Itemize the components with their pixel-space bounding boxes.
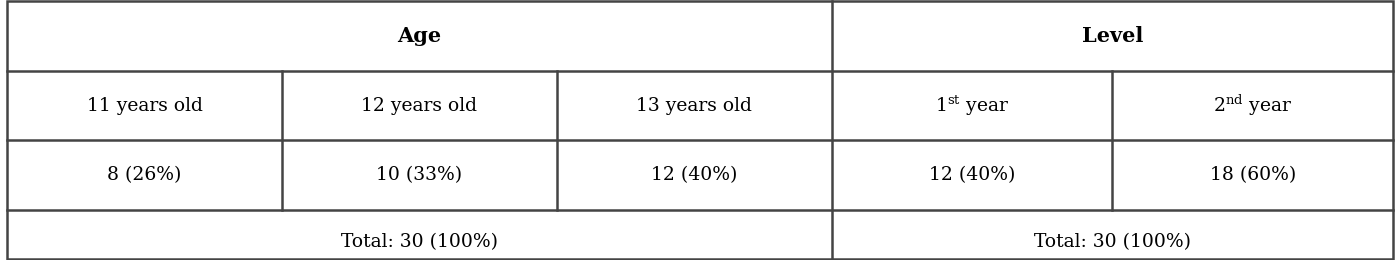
Text: 12 (40%): 12 (40%) [651,166,738,184]
Text: Age: Age [398,26,441,46]
Text: 10 (33%): 10 (33%) [377,166,462,184]
Text: 18 (60%): 18 (60%) [1210,166,1296,184]
Text: 11 years old: 11 years old [87,96,203,115]
Text: 12 years old: 12 years old [361,96,477,115]
Text: 13 years old: 13 years old [636,96,752,115]
Text: Level: Level [1082,26,1142,46]
Text: 8 (26%): 8 (26%) [108,166,182,184]
Text: $\mathregular{2}^{\mathregular{nd}}$ year: $\mathregular{2}^{\mathregular{nd}}$ yea… [1212,93,1292,119]
Text: Total: 30 (100%): Total: 30 (100%) [340,233,498,251]
Text: 12 (40%): 12 (40%) [928,166,1015,184]
Text: Total: 30 (100%): Total: 30 (100%) [1033,233,1191,251]
Text: $\mathregular{1}^{\mathregular{st}}$ year: $\mathregular{1}^{\mathregular{st}}$ yea… [935,93,1009,118]
